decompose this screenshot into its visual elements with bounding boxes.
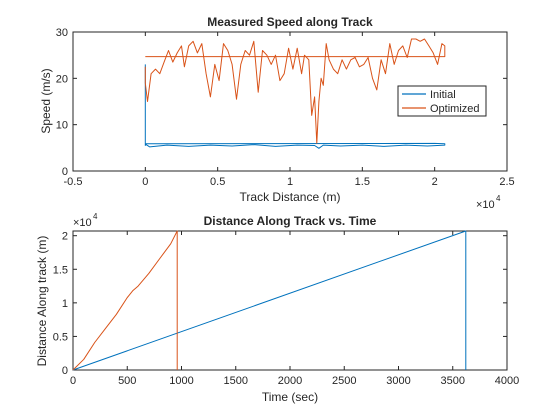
speed-x-tick-label: -0.5 [64,176,83,188]
speed-series-initial [144,64,446,149]
distance-y-tick-label: 1 [62,298,68,310]
svg-text:4: 4 [93,212,98,221]
distance-y-tick-label: 2 [62,231,68,243]
legend-initial-label: Initial [430,89,456,101]
distance-series-series-1 [72,230,467,371]
distance-x-tick-label: 4000 [495,375,519,387]
distance-x-tick-label: 0 [70,375,76,387]
speed-plot-title: Measured Speed along Track [207,15,373,29]
distance-y-tick-label: 1.5 [53,264,68,276]
distance-x-tick-label: 1000 [169,375,193,387]
speed-x-tick-label: 0 [142,176,148,188]
speed-x-tick-label: 2 [432,176,438,188]
svg-text:4: 4 [496,194,501,203]
speed-y-tick-label: 0 [62,166,68,178]
distance-plot-title: Distance Along Track vs. Time [204,214,377,228]
distance-plot-area [72,230,508,371]
speed-x-tick-label: 1.5 [355,176,370,188]
speed-plot: Measured Speed along Track Track Distanc… [39,15,515,211]
svg-text:×10: ×10 [73,217,92,229]
distance-x-tick-label: 500 [118,375,136,387]
legend-optimized-label: Optimized [430,103,480,115]
speed-plot-x-exponent: ×10 4 [476,194,501,211]
distance-plot-ylabel: Distance Along track (m) [35,236,49,367]
distance-plot-y-exponent: ×10 4 [73,212,98,229]
distance-y-tick-label: 0 [62,365,68,377]
distance-y-tick-label: 0.5 [53,331,68,343]
speed-x-tick-label: 2.5 [499,176,514,188]
speed-plot-legend: Initial Optimized [397,85,487,117]
distance-x-tick-label: 2000 [278,375,302,387]
speed-y-tick-label: 10 [56,120,68,132]
distance-plot: Distance Along Track vs. Time Time (sec)… [35,212,519,404]
speed-series-optimized [144,38,446,144]
distance-x-tick-label: 2500 [332,375,356,387]
svg-text:×10: ×10 [476,199,495,211]
speed-y-tick-label: 30 [56,27,68,39]
distance-x-tick-label: 3500 [441,375,465,387]
speed-x-tick-label: 1 [287,176,293,188]
distance-x-tick-label: 3000 [386,375,410,387]
distance-plot-xlabel: Time (sec) [262,390,318,404]
distance-series-series-2 [72,230,178,371]
speed-x-tick-label: 0.5 [210,176,225,188]
speed-y-tick-label: 20 [56,73,68,85]
speed-plot-xlabel: Track Distance (m) [240,190,341,204]
speed-plot-ylabel: Speed (m/s) [39,68,53,133]
distance-x-tick-label: 1500 [224,375,248,387]
